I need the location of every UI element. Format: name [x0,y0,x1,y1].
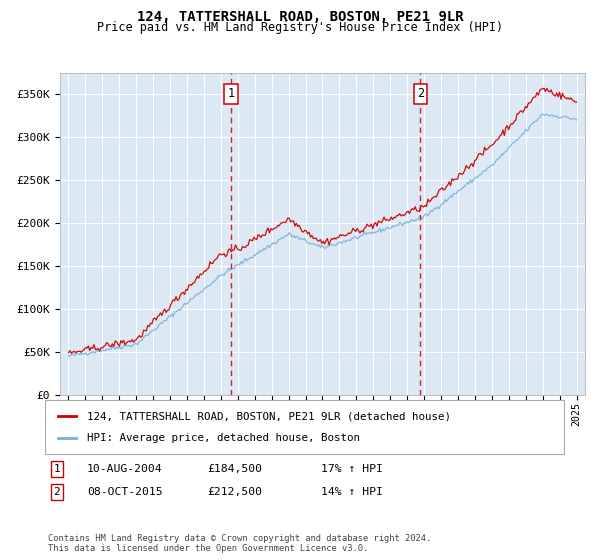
Text: 124, TATTERSHALL ROAD, BOSTON, PE21 9LR (detached house): 124, TATTERSHALL ROAD, BOSTON, PE21 9LR … [87,411,451,421]
Text: 08-OCT-2015: 08-OCT-2015 [87,487,163,497]
Text: £184,500: £184,500 [207,464,262,474]
Text: 1: 1 [227,87,235,100]
Text: 1: 1 [53,464,61,474]
Text: 17% ↑ HPI: 17% ↑ HPI [321,464,383,474]
Text: Contains HM Land Registry data © Crown copyright and database right 2024.
This d: Contains HM Land Registry data © Crown c… [48,534,431,553]
Text: 2: 2 [53,487,61,497]
Text: 14% ↑ HPI: 14% ↑ HPI [321,487,383,497]
Text: Price paid vs. HM Land Registry's House Price Index (HPI): Price paid vs. HM Land Registry's House … [97,21,503,34]
Text: HPI: Average price, detached house, Boston: HPI: Average price, detached house, Bost… [87,433,360,443]
Text: 124, TATTERSHALL ROAD, BOSTON, PE21 9LR: 124, TATTERSHALL ROAD, BOSTON, PE21 9LR [137,10,463,24]
Text: 10-AUG-2004: 10-AUG-2004 [87,464,163,474]
Text: £212,500: £212,500 [207,487,262,497]
Text: 2: 2 [417,87,424,100]
